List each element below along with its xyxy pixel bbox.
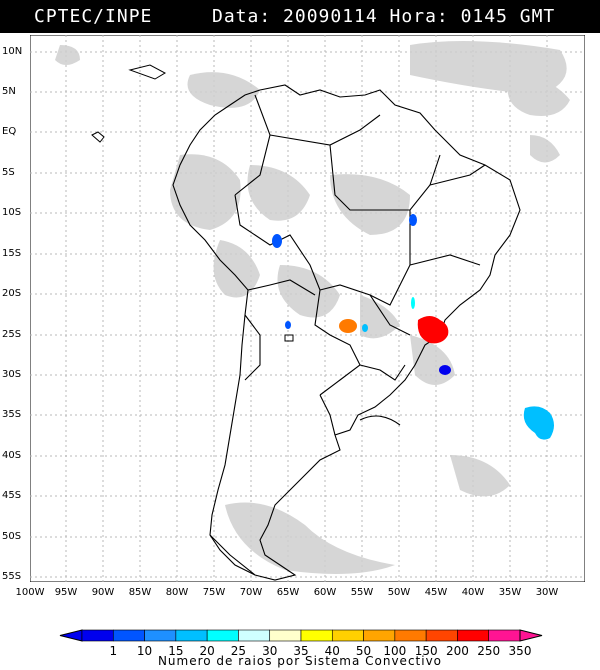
map-frame: [30, 35, 585, 582]
cluster-bolivia: [272, 234, 282, 248]
south-america-map: [30, 35, 585, 582]
lon-label: 60W: [313, 587, 337, 598]
lat-label: 30S: [2, 369, 22, 380]
legend-swatch: [363, 629, 396, 642]
lat-label: 10N: [2, 46, 23, 57]
legend-value: 25: [230, 644, 247, 658]
legend-swatch: [238, 629, 271, 642]
legend-swatch: [112, 629, 145, 642]
legend-swatch: [269, 629, 302, 642]
legend-value: 20: [199, 644, 215, 658]
legend-value: 35: [293, 644, 309, 658]
grid-lines: [30, 35, 585, 582]
legend-value: 200: [445, 644, 469, 658]
lat-label: 20S: [2, 288, 22, 299]
lat-label: 5S: [2, 167, 15, 178]
lat-label: 25S: [2, 329, 22, 340]
cluster-sao-paulo: [417, 316, 449, 344]
lon-label: 40W: [461, 587, 485, 598]
lon-label: 85W: [128, 587, 152, 598]
lon-label: 80W: [165, 587, 189, 598]
source-label: CPTEC/INPE: [34, 6, 153, 27]
legend-value: 40: [324, 644, 340, 658]
lat-label: 15S: [2, 248, 22, 259]
legend-value: 15: [168, 644, 184, 658]
lat-label: 55S: [2, 571, 22, 582]
legend-value: 30: [262, 644, 278, 658]
lon-label: 45W: [424, 587, 448, 598]
legend-swatch: [206, 629, 239, 642]
color-legend-bar: [59, 629, 543, 642]
legend-swatch: [425, 629, 458, 642]
legend-value: 250: [477, 644, 501, 658]
cluster-parana: [362, 324, 368, 332]
legend-arrow-right: [519, 629, 543, 642]
legend-value: 350: [508, 644, 532, 658]
legend-swatch: [457, 629, 490, 642]
lat-label: 50S: [2, 531, 22, 542]
lat-label: 45S: [2, 490, 22, 501]
legend-swatch: [175, 629, 208, 642]
islands: [91, 64, 294, 342]
legend-swatch: [300, 629, 333, 642]
legend-swatch: [394, 629, 427, 642]
lon-label: 70W: [239, 587, 263, 598]
lon-label: 55W: [350, 587, 374, 598]
lon-label: 65W: [276, 587, 300, 598]
legend-value: 1: [109, 644, 118, 658]
legend-value: 10: [136, 644, 153, 658]
lon-label: 35W: [498, 587, 522, 598]
legend-arrow-left: [59, 629, 83, 642]
legend-value: 50: [355, 644, 372, 658]
cluster-brazil-central: [409, 214, 417, 226]
lat-label: 5N: [2, 86, 16, 97]
lat-label: 40S: [2, 450, 22, 461]
lat-label: 10S: [2, 207, 22, 218]
lat-label: 35S: [2, 409, 22, 420]
cluster-atlantic-far: [523, 406, 554, 440]
lon-label: 90W: [91, 587, 115, 598]
cluster-atlantic-south: [439, 365, 451, 375]
cluster-paraguay: [339, 319, 357, 333]
legend-swatch: [488, 629, 521, 642]
legend-title: Numero de raios por Sistema Convectivo: [157, 654, 443, 668]
legend-swatch: [81, 629, 114, 642]
datetime-label: Data: 20090114 Hora: 0145 GMT: [212, 6, 556, 27]
lightning-clusters: [272, 214, 554, 440]
cluster-minas: [411, 297, 415, 309]
legend-swatch: [331, 629, 364, 642]
lon-label: 75W: [202, 587, 226, 598]
lon-label: 100W: [15, 587, 45, 598]
lat-label: EQ: [2, 126, 17, 137]
cloud-cover: [55, 41, 570, 574]
cluster-argentina-north: [285, 321, 291, 329]
lon-label: 30W: [535, 587, 559, 598]
lon-label: 95W: [54, 587, 78, 598]
lon-label: 50W: [387, 587, 411, 598]
legend-swatch: [144, 629, 177, 642]
legend-value: 100: [383, 644, 407, 658]
legend-value: 150: [414, 644, 438, 658]
map-header: CPTEC/INPE Data: 20090114 Hora: 0145 GMT: [0, 0, 600, 33]
